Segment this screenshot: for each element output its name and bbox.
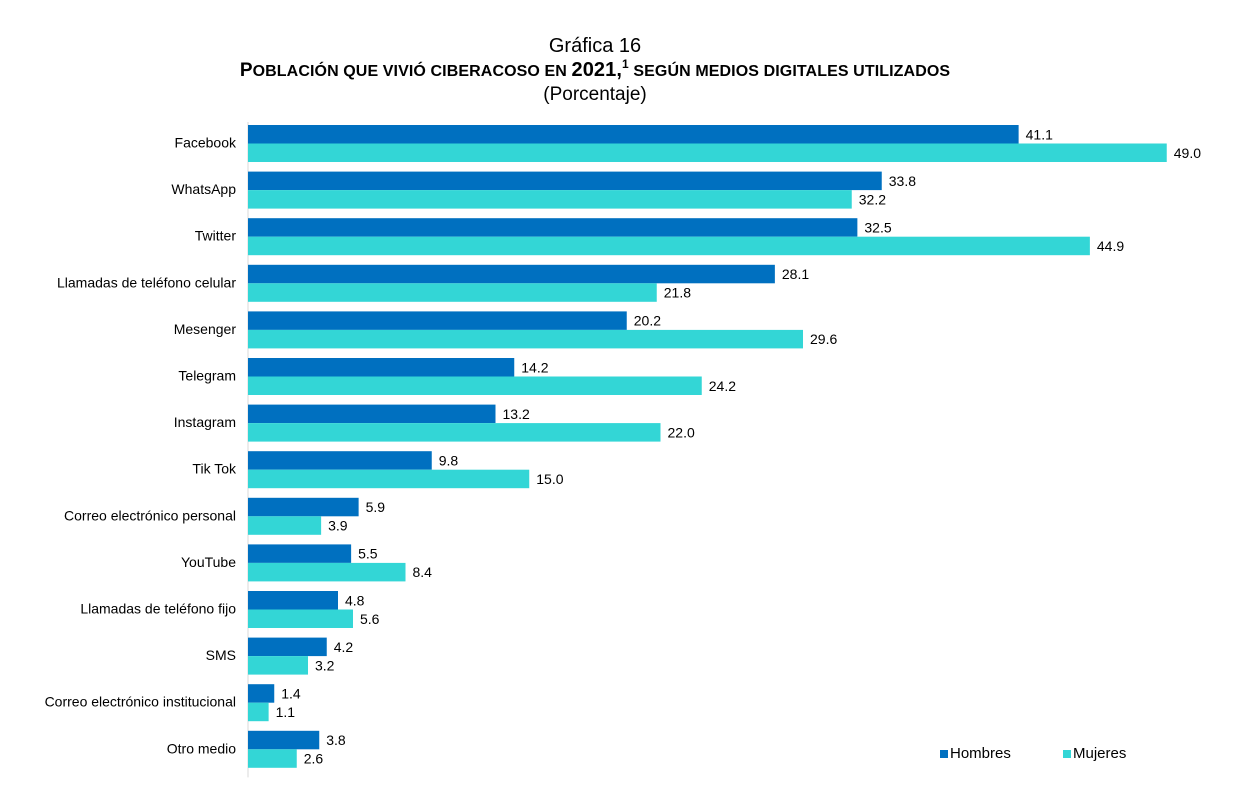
- bar-mujeres: [248, 562, 406, 582]
- category-label: YouTube: [181, 554, 236, 570]
- category-label: WhatsApp: [171, 181, 236, 197]
- chart-title-year: 2021,: [571, 59, 623, 81]
- data-label: 28.1: [782, 266, 809, 282]
- category-label: Instagram: [174, 414, 236, 430]
- bar-hombres: [248, 497, 359, 517]
- bar-hombres: [248, 591, 338, 610]
- bar-mujeres: [248, 702, 269, 722]
- chart-title-number: Gráfica 16: [548, 35, 642, 57]
- bar-hombres: [248, 544, 352, 563]
- category-label: Otro medio: [167, 740, 236, 756]
- bar-mujeres: [248, 749, 297, 768]
- bar-mujeres: [248, 469, 530, 489]
- data-label: 49.0: [1174, 145, 1201, 161]
- data-label: 8.4: [413, 564, 433, 580]
- data-label: 22.0: [668, 424, 695, 440]
- bar-hombres: [248, 171, 882, 191]
- bar-hombres: [248, 218, 858, 237]
- chart-title: POBLACIÓN QUE VIVIÓ CIBERACOSO EN 2021,1…: [0, 58, 1190, 84]
- data-label: 5.9: [366, 499, 386, 515]
- data-label: 4.8: [345, 592, 365, 608]
- legend-label: Mujeres: [1073, 745, 1126, 762]
- category-label: Facebook: [175, 135, 237, 151]
- data-label: 44.9: [1097, 238, 1124, 254]
- bar-hombres: [248, 684, 275, 703]
- bar-hombres: [248, 637, 327, 657]
- category-label: Twitter: [195, 228, 237, 244]
- data-label: 32.2: [859, 191, 886, 207]
- data-label: 3.8: [326, 732, 346, 748]
- data-label: 41.1: [1026, 126, 1053, 142]
- bar-hombres: [248, 358, 515, 377]
- bar-hombres: [248, 264, 775, 284]
- category-label: Llamadas de teléfono fijo: [80, 601, 236, 617]
- bar-hombres: [248, 311, 627, 330]
- category-label: Mesenger: [174, 321, 237, 337]
- bar-hombres: [248, 404, 496, 424]
- chart-subtitle: (Porcentaje): [543, 84, 647, 105]
- data-label: 33.8: [889, 173, 916, 189]
- category-label: Correo electrónico personal: [64, 507, 236, 523]
- data-label: 1.1: [276, 704, 296, 720]
- data-label: 20.2: [634, 313, 661, 329]
- data-label: 9.8: [439, 452, 459, 468]
- bar-mujeres: [248, 656, 308, 675]
- data-label: 3.2: [315, 657, 335, 673]
- data-label: 21.8: [664, 285, 691, 301]
- bar-mujeres: [248, 423, 661, 442]
- data-label: 32.5: [864, 219, 891, 235]
- bar-mujeres: [248, 143, 1167, 162]
- category-label: SMS: [206, 647, 236, 663]
- category-label: Llamadas de teléfono celular: [57, 274, 236, 290]
- category-label: Correo electrónico institucional: [45, 694, 236, 710]
- bar-hombres: [248, 730, 320, 750]
- bar-hombres: [248, 125, 1019, 144]
- bar-mujeres: [248, 236, 1090, 256]
- data-label: 15.0: [536, 471, 563, 487]
- data-label: 14.2: [521, 359, 548, 375]
- footnote-mark: 1: [622, 57, 629, 71]
- legend-swatch-mujeres: [1063, 750, 1071, 758]
- bar-mujeres: [248, 283, 657, 302]
- chart-title-initial: P: [239, 60, 253, 81]
- data-label: 13.2: [503, 406, 530, 422]
- chart-titles: Gráfica 16 POBLACIÓN QUE VIVIÓ CIBERACOS…: [0, 34, 1190, 106]
- bar-hombres: [248, 451, 432, 470]
- chart-title-part1: OBLACIÓN QUE VIVIÓ CIBERACOSO EN: [252, 63, 572, 80]
- data-label: 4.2: [334, 639, 354, 655]
- category-label: Tik Tok: [192, 461, 237, 477]
- bar-mujeres: [248, 329, 803, 349]
- legend-swatch-hombres: [940, 750, 948, 758]
- chart-title-part2: SEGÚN MEDIOS DIGITALES UTILIZADOS: [628, 63, 951, 80]
- bar-mujeres: [248, 516, 322, 535]
- data-label: 5.5: [358, 546, 378, 562]
- data-label: 29.6: [810, 331, 837, 347]
- legend-label: Hombres: [950, 745, 1011, 762]
- data-label: 2.6: [304, 751, 324, 767]
- data-label: 5.6: [360, 611, 380, 627]
- bar-mujeres: [248, 376, 702, 395]
- bar-mujeres: [248, 609, 353, 628]
- data-label: 24.2: [709, 378, 736, 394]
- category-label: Telegram: [178, 368, 236, 384]
- data-label: 1.4: [281, 685, 301, 701]
- data-label: 3.9: [328, 518, 348, 534]
- bar-mujeres: [248, 190, 852, 209]
